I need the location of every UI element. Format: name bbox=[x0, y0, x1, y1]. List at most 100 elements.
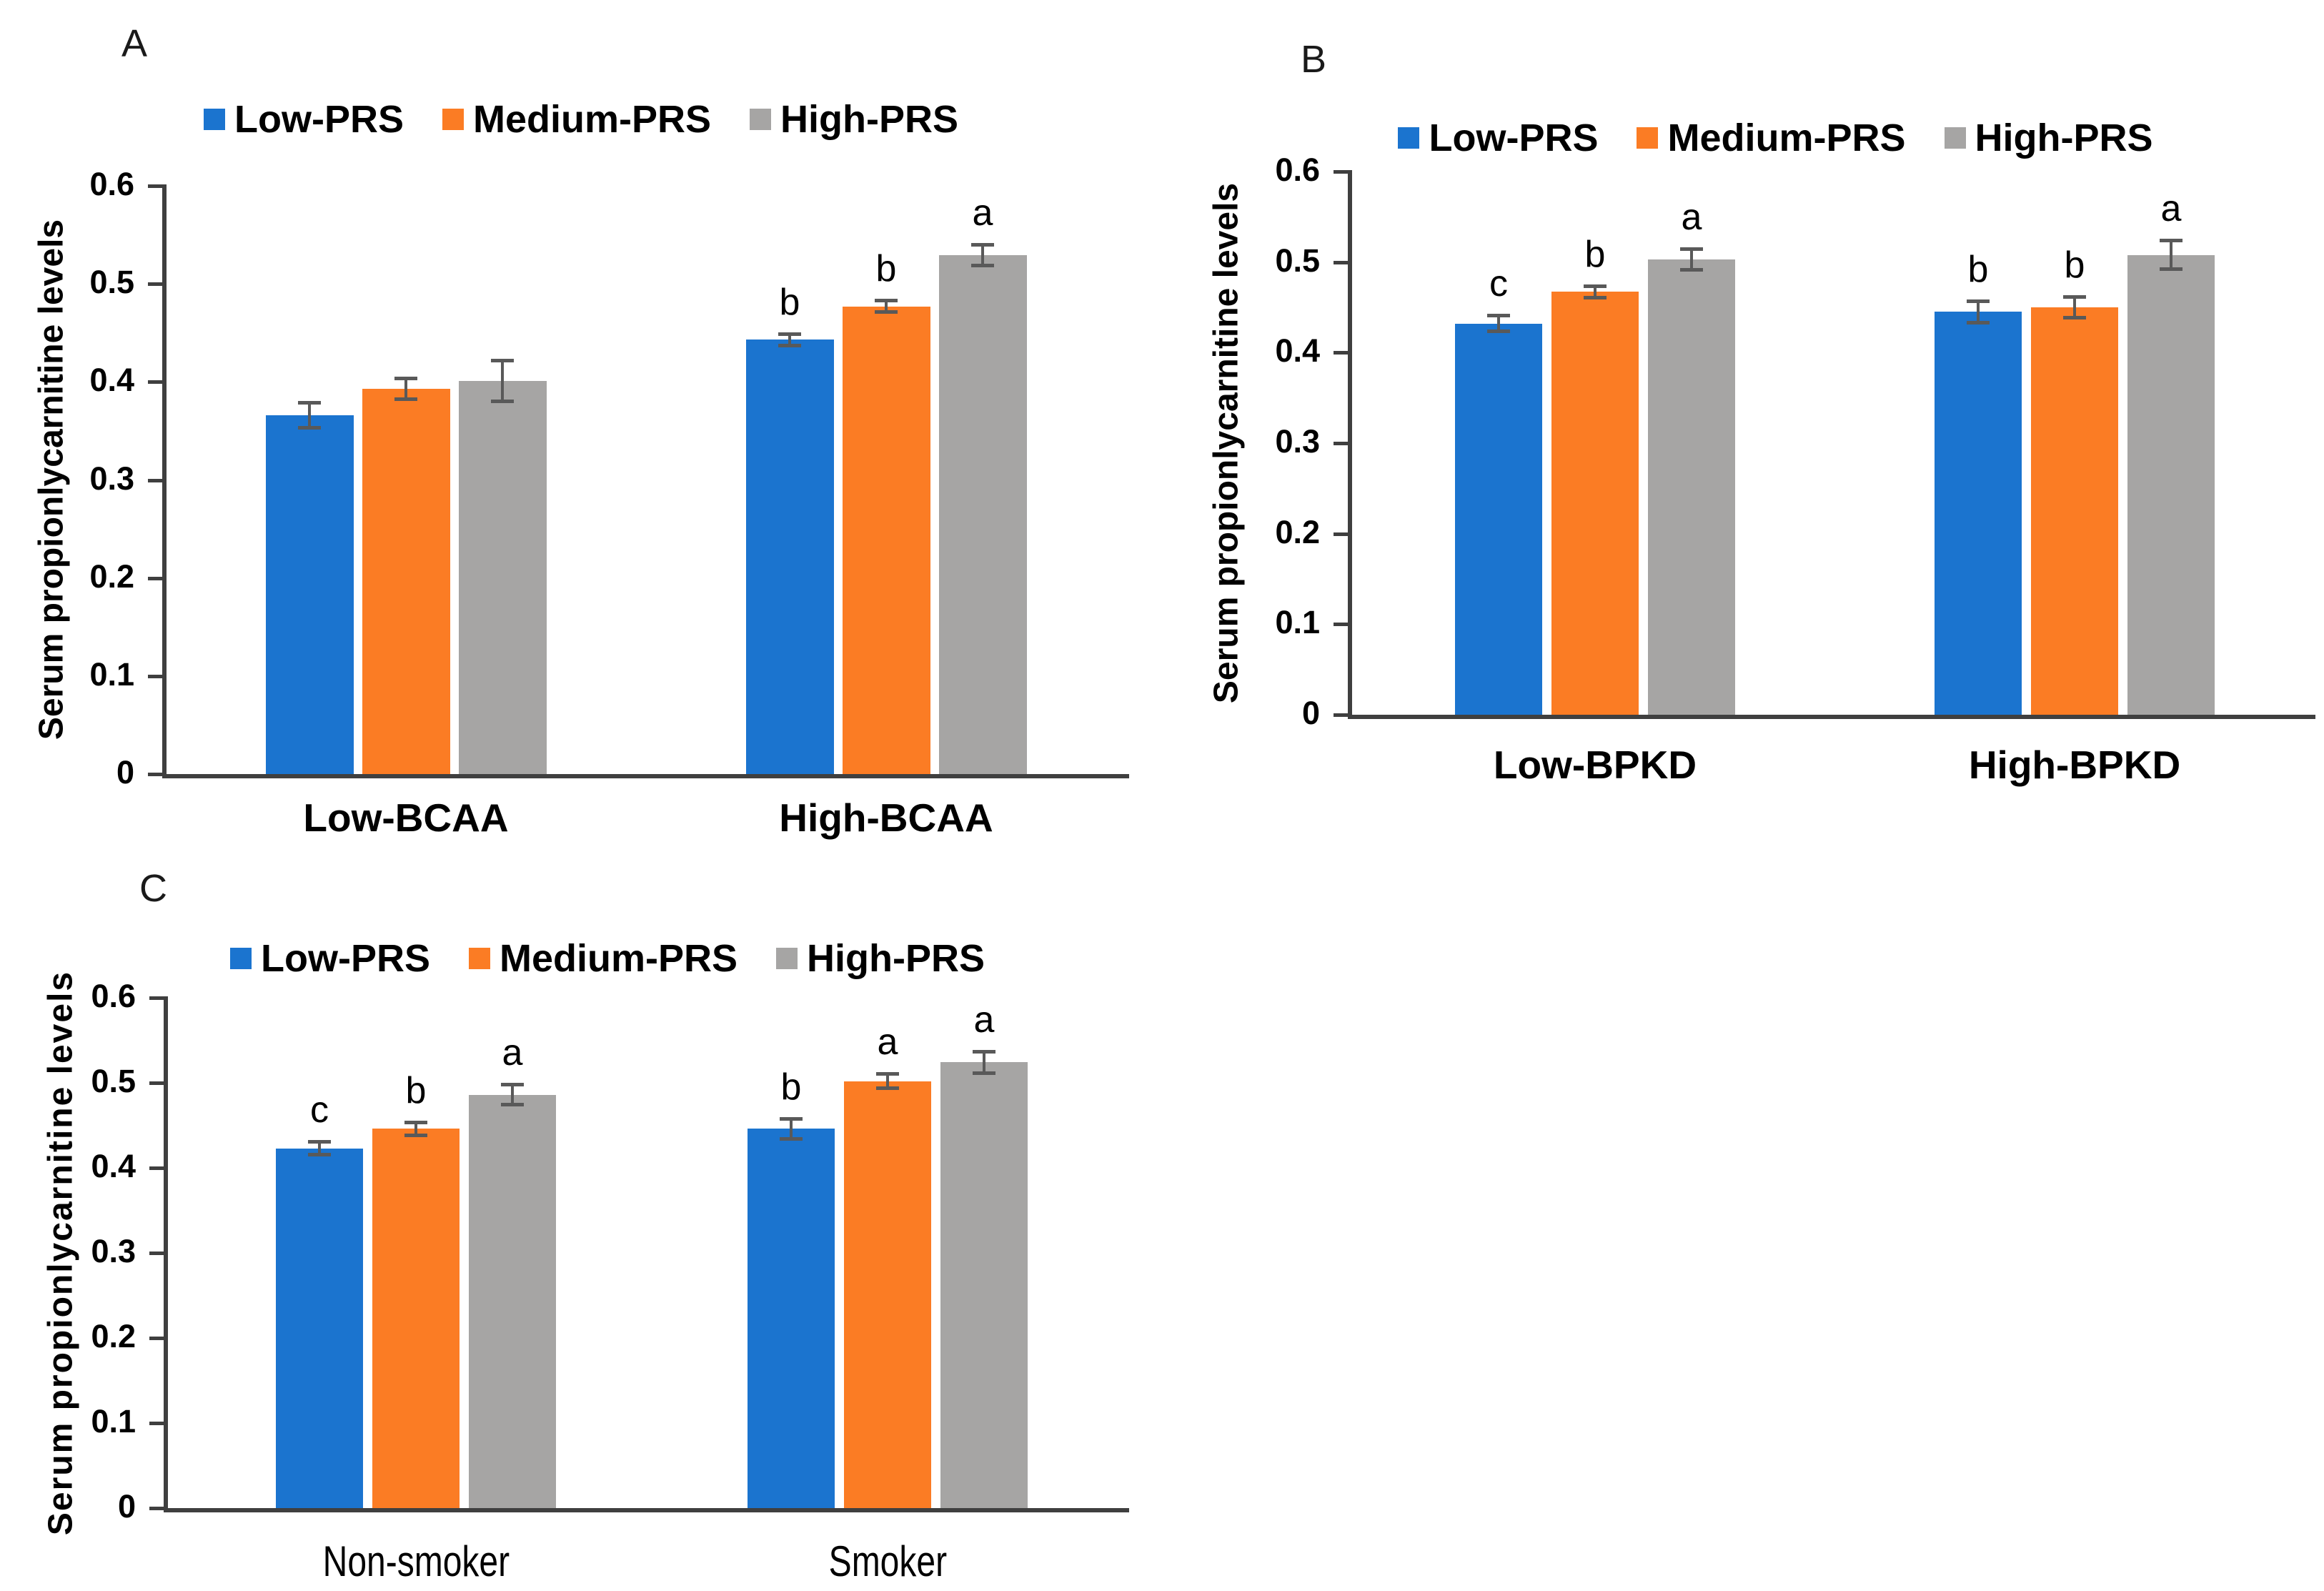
legend-swatch-high-prs-icon bbox=[776, 948, 798, 969]
legend-label-high-prs: High-PRS bbox=[1975, 117, 2153, 159]
legend-item-high-prs: High-PRS bbox=[776, 936, 985, 981]
error-bar-cap-bottom bbox=[876, 1086, 899, 1091]
error-bar-cap-bottom bbox=[875, 309, 898, 314]
error-bar bbox=[1497, 315, 1500, 332]
error-bar bbox=[885, 300, 888, 312]
x-axis-line bbox=[1348, 715, 2315, 719]
legend-swatch-low-prs-icon bbox=[203, 109, 225, 130]
panel-a-legend: Low-PRS Medium-PRS High-PRS bbox=[167, 97, 995, 142]
panel-b-legend: Low-PRS Medium-PRS High-PRS bbox=[1352, 116, 2199, 160]
error-bar-cap-top bbox=[1487, 314, 1510, 318]
error-bar-cap-top bbox=[1680, 247, 1703, 251]
category-label-low-bpkd: Low-BPKD bbox=[1493, 743, 1697, 787]
error-bar bbox=[501, 360, 504, 402]
y-axis-tick bbox=[148, 674, 167, 678]
error-bar bbox=[788, 334, 791, 346]
y-tick-label: 0.3 bbox=[91, 1233, 136, 1269]
y-tick-label: 0.3 bbox=[1275, 423, 1320, 460]
y-tick-label: 0.6 bbox=[1275, 152, 1320, 188]
legend-swatch-high-prs-icon bbox=[1944, 127, 1966, 149]
error-bar-cap-bottom bbox=[780, 1136, 803, 1141]
y-axis-tick bbox=[148, 576, 167, 580]
significance-letter: b bbox=[1584, 233, 1606, 275]
bar-high-prs bbox=[458, 380, 547, 774]
error-bar-cap-bottom bbox=[971, 264, 994, 268]
category-label-high-bcaa: High-BCAA bbox=[779, 796, 993, 840]
legend-label-high-prs: High-PRS bbox=[780, 98, 959, 141]
panel-a-letter: A bbox=[121, 22, 148, 65]
error-bar bbox=[790, 1118, 793, 1139]
legend-label-high-prs: High-PRS bbox=[807, 937, 985, 980]
y-axis-tick bbox=[149, 1081, 168, 1085]
panel-c-legend: Low-PRS Medium-PRS High-PRS bbox=[168, 936, 1047, 981]
y-tick-label: 0 bbox=[117, 1488, 136, 1525]
legend-label-low-prs: Low-PRS bbox=[234, 98, 404, 141]
panel-c-letter: C bbox=[139, 867, 167, 910]
significance-letter: a bbox=[2160, 188, 2182, 230]
significance-letter: b bbox=[1967, 249, 1989, 291]
y-axis-tick bbox=[149, 1337, 168, 1340]
error-bar bbox=[983, 1051, 985, 1074]
significance-letter: b bbox=[2064, 244, 2085, 286]
error-bar bbox=[2170, 240, 2172, 269]
error-bar-cap-top bbox=[971, 243, 994, 247]
error-bar-cap-top bbox=[404, 1120, 427, 1124]
y-axis-line bbox=[162, 186, 167, 778]
y-axis-tick bbox=[1334, 260, 1352, 264]
y-axis-line bbox=[1348, 172, 1352, 719]
significance-letter: b bbox=[779, 282, 800, 324]
legend-swatch-medium-prs-icon bbox=[442, 109, 464, 130]
significance-letter: a bbox=[972, 192, 993, 234]
error-bar-cap-bottom bbox=[491, 399, 514, 403]
error-bar-cap-bottom bbox=[1487, 329, 1510, 334]
legend-item-high-prs: High-PRS bbox=[1944, 116, 2153, 160]
category-label-smoker: Smoker bbox=[673, 1537, 1102, 1586]
legend-item-medium-prs: Medium-PRS bbox=[442, 97, 711, 142]
error-bar-cap-bottom bbox=[2160, 267, 2183, 271]
bar-medium-prs bbox=[844, 1081, 931, 1508]
significance-letter: c bbox=[1489, 263, 1508, 305]
bar-high-prs bbox=[469, 1094, 556, 1508]
category-label-text: Non-smoker bbox=[322, 1537, 510, 1585]
y-tick-label: 0.6 bbox=[89, 166, 134, 202]
significance-letter: a bbox=[877, 1021, 898, 1063]
y-axis-tick bbox=[148, 282, 167, 287]
y-axis-tick bbox=[1334, 170, 1352, 174]
y-axis-tick bbox=[149, 1166, 168, 1170]
y-tick-label: 0.2 bbox=[89, 557, 134, 595]
y-tick-label: 0.4 bbox=[89, 362, 134, 399]
significance-letter: b bbox=[405, 1069, 427, 1111]
bar-medium-prs bbox=[842, 306, 930, 774]
error-bar-cap-top bbox=[308, 1140, 331, 1144]
error-bar-cap-bottom bbox=[1967, 320, 1990, 324]
bar-medium-prs bbox=[1551, 292, 1639, 715]
y-tick-label: 0.4 bbox=[91, 1148, 136, 1184]
error-bar-cap-top bbox=[501, 1083, 524, 1087]
y-axis-tick bbox=[1334, 442, 1352, 445]
error-bar-cap-top bbox=[491, 359, 514, 363]
category-label-non-smoker: Non-smoker bbox=[202, 1537, 630, 1586]
significance-letter: a bbox=[1681, 196, 1702, 238]
error-bar-cap-bottom bbox=[1680, 268, 1703, 272]
error-bar-cap-bottom bbox=[1584, 296, 1607, 300]
error-bar-cap-top bbox=[298, 401, 321, 405]
error-bar-cap-top bbox=[778, 332, 801, 337]
x-axis-line bbox=[162, 774, 1129, 778]
error-bar-cap-top bbox=[2063, 294, 2086, 299]
legend-label-low-prs: Low-PRS bbox=[1429, 117, 1599, 159]
error-bar-cap-bottom bbox=[973, 1071, 995, 1075]
y-tick-label: 0 bbox=[116, 754, 134, 790]
bar-medium-prs bbox=[2031, 307, 2118, 715]
legend-item-low-prs: Low-PRS bbox=[1398, 116, 1598, 160]
error-bar bbox=[1594, 285, 1596, 299]
legend-swatch-medium-prs-icon bbox=[468, 948, 490, 969]
bar-low-prs bbox=[1455, 323, 1542, 715]
y-tick-label: 0.1 bbox=[91, 1403, 136, 1439]
bar-high-prs bbox=[1648, 259, 1735, 715]
significance-letter: a bbox=[502, 1032, 523, 1074]
y-tick-label: 0.3 bbox=[89, 460, 134, 497]
panel-b-letter: B bbox=[1301, 38, 1327, 81]
error-bar-cap-bottom bbox=[394, 397, 417, 402]
